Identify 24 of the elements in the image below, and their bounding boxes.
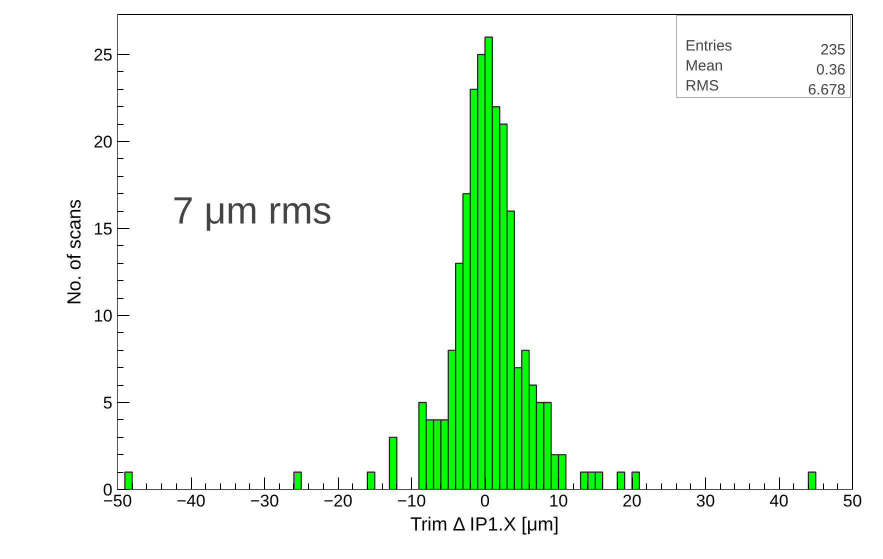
x-tick-label: −20: [324, 492, 352, 510]
x-tick-label: 0: [480, 492, 490, 510]
x-tick-label: −30: [250, 492, 279, 510]
x-tick-label: 40: [770, 492, 788, 510]
x-tick-label: 10: [549, 492, 568, 510]
y-tick-label: 25: [94, 46, 113, 65]
annotation: Entries: [686, 38, 732, 54]
x-tick-label: −10: [397, 492, 426, 510]
annotation: RMS: [686, 78, 719, 94]
annotation: 6.678: [808, 82, 846, 98]
y-axis-title: No. of scans: [64, 199, 86, 305]
y-tick-label: 10: [94, 306, 113, 326]
y-tick-label: 5: [103, 394, 113, 413]
annotation: Mean: [686, 58, 724, 74]
x-axis-title: Trim Δ IP1.X [μm]: [410, 514, 559, 536]
x-tick-label: 20: [622, 492, 642, 510]
y-tick-label: 20: [94, 132, 113, 152]
x-tick-label: 50: [843, 492, 862, 510]
x-tick-label: 30: [696, 492, 715, 510]
annotation: 0.36: [816, 62, 846, 78]
y-tick-label: 15: [94, 220, 113, 239]
annotation: 235: [820, 42, 846, 58]
x-tick-label: −40: [176, 492, 206, 510]
annotation: 7 μm rms: [172, 190, 332, 232]
